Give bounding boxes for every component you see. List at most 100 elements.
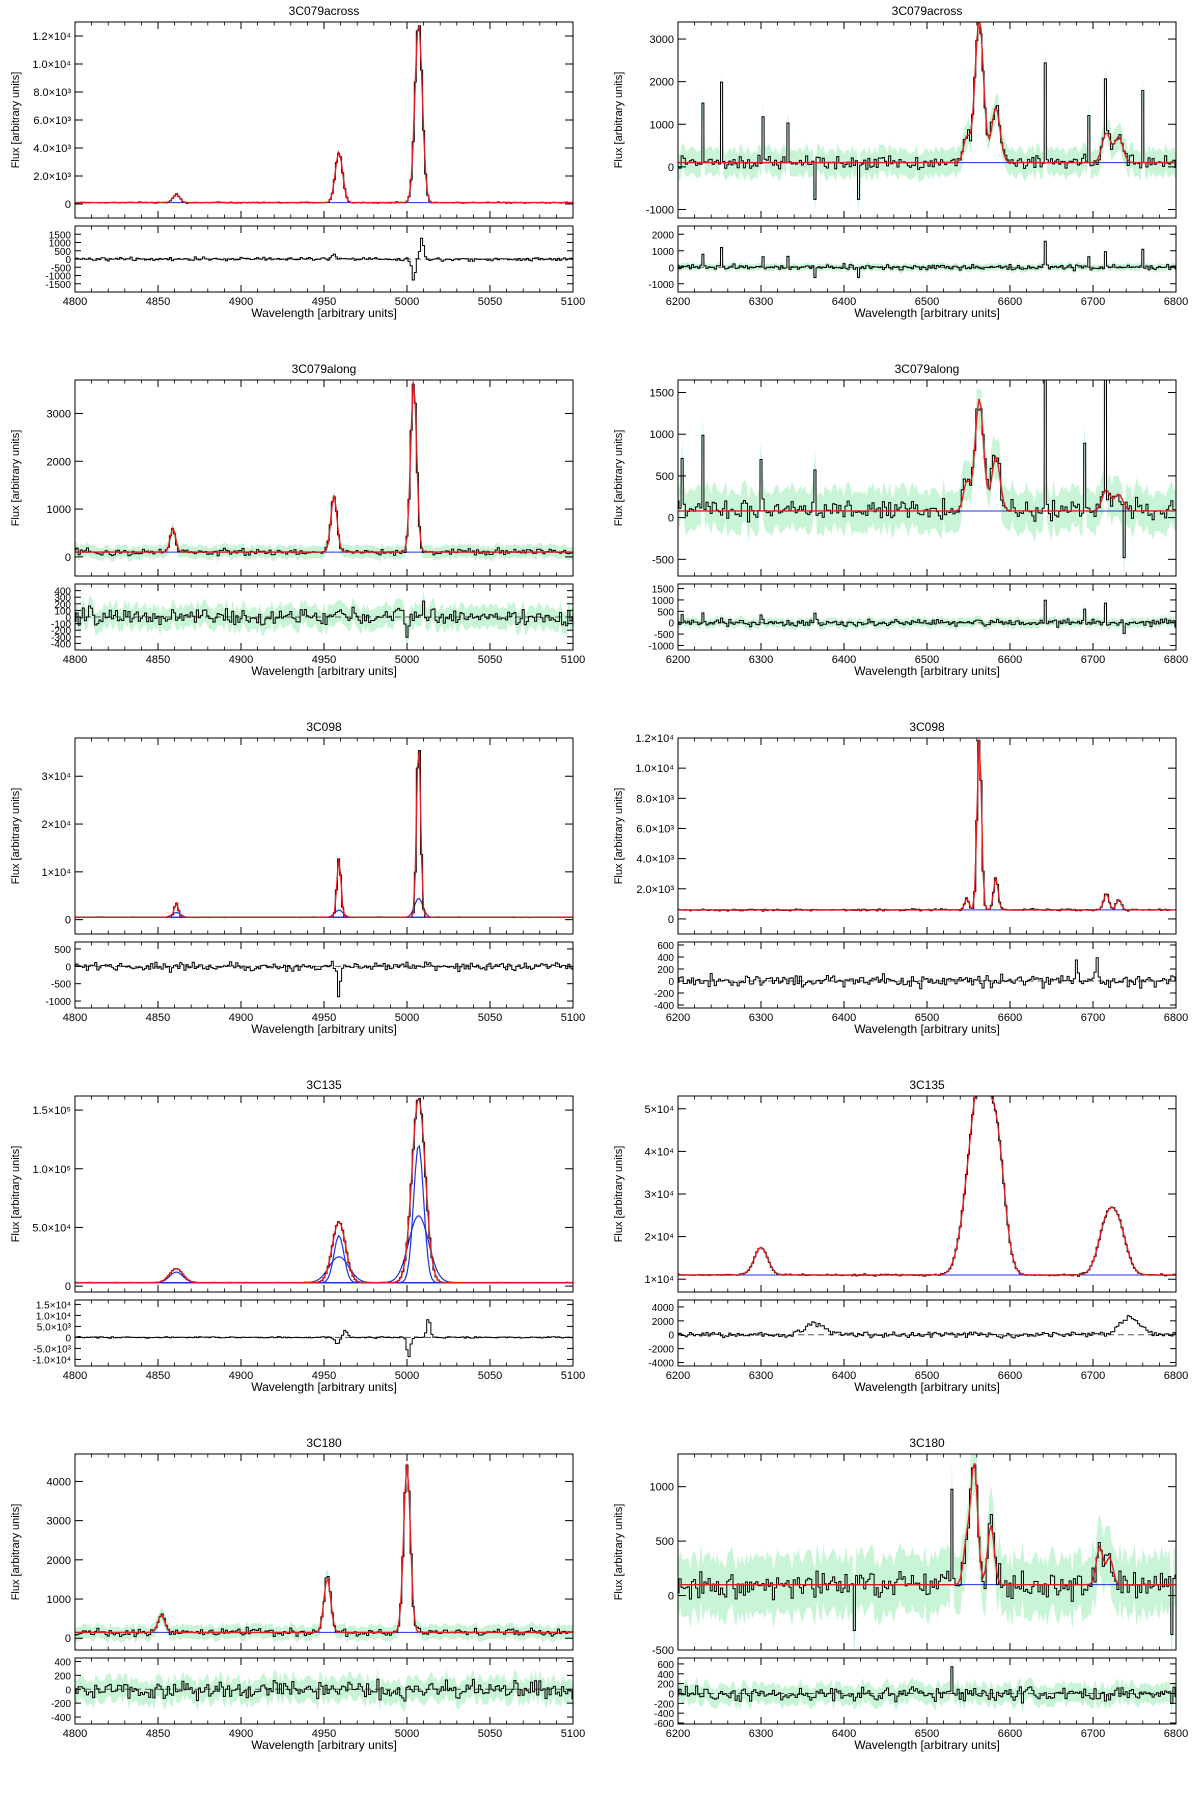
x-tick-label: 6800 xyxy=(1164,654,1188,666)
y-tick-label: 3×10⁴ xyxy=(644,1189,674,1201)
error-band xyxy=(678,1454,1176,1650)
panel-3c079across-blue: 3C079across Flux [arbitrary units] Wavelen… xyxy=(10,4,585,320)
y-axis-label: Flux [arbitrary units] xyxy=(10,430,22,527)
residual-spectrum xyxy=(678,957,1176,990)
y-tick-label: 1000 xyxy=(47,504,71,516)
res-y-tick-label: 2000 xyxy=(652,230,675,241)
x-tick-label: 6200 xyxy=(666,1728,690,1740)
res-y-tick-label: 0 xyxy=(65,613,71,624)
error-band xyxy=(75,380,573,563)
y-tick-label: 1.0×10⁴ xyxy=(32,59,71,71)
fit-component xyxy=(75,911,573,918)
res-y-tick-label: 0 xyxy=(65,962,71,973)
x-tick-label: 6500 xyxy=(915,1012,939,1024)
x-tick-label: 6200 xyxy=(666,1370,690,1382)
x-tick-label: 4800 xyxy=(63,296,87,308)
y-axis-label: Flux [arbitrary units] xyxy=(10,72,22,169)
observed-spectrum xyxy=(678,1464,1176,1635)
x-tick-label: 6300 xyxy=(749,1728,773,1740)
res-y-tick-label: 100 xyxy=(54,606,71,617)
x-tick-label: 4800 xyxy=(63,1370,87,1382)
res-y-tick-label: -500 xyxy=(51,980,71,991)
y-tick-label: 5.0×10⁴ xyxy=(32,1222,71,1234)
spectrum-plot xyxy=(75,1458,573,1644)
y-tick-label: 3×10⁴ xyxy=(41,771,71,783)
x-tick-label: 5100 xyxy=(561,654,585,666)
spectrum-plot xyxy=(678,1096,1176,1277)
x-tick-label: 4900 xyxy=(229,1370,253,1382)
residual-error-band xyxy=(75,1667,573,1713)
y-tick-label: 2000 xyxy=(47,1555,71,1567)
spectrum-plot xyxy=(678,380,1176,576)
y-tick-label: 1.5×10⁵ xyxy=(32,1105,71,1117)
res-y-tick-label: 400 xyxy=(54,587,71,598)
residual-spectrum xyxy=(678,1666,1176,1704)
x-axis-label: Wavelength [arbitrary units] xyxy=(251,306,397,320)
res-y-tick-label: 200 xyxy=(657,1680,674,1691)
res-y-tick-label: 5.0×10³ xyxy=(37,1322,72,1333)
observed-spectrum xyxy=(75,1098,573,1284)
model-fit xyxy=(678,1096,1176,1276)
spectrum-plot xyxy=(75,380,573,563)
x-tick-label: 5050 xyxy=(478,1370,502,1382)
panel-title: 3C135 xyxy=(306,1078,342,1092)
res-y-tick-label: 400 xyxy=(657,1670,674,1681)
x-tick-label: 4800 xyxy=(63,654,87,666)
y-axis-label: Flux [arbitrary units] xyxy=(613,788,625,885)
spectrum-plot xyxy=(678,739,1176,912)
res-y-tick-label: -200 xyxy=(654,1699,674,1710)
y-tick-label: 6.0×10³ xyxy=(33,115,71,127)
y-tick-label: -500 xyxy=(652,1645,674,1657)
panel-title: 3C079across xyxy=(892,4,963,18)
x-tick-label: 6300 xyxy=(749,1012,773,1024)
y-tick-label: 1.2×10⁴ xyxy=(32,31,71,43)
spectrum-plot xyxy=(75,750,573,919)
res-y-tick-label: -1000 xyxy=(648,641,674,652)
res-y-tick-label: 4000 xyxy=(652,1303,675,1314)
res-y-tick-label: 400 xyxy=(54,1657,71,1668)
x-tick-label: 5000 xyxy=(395,1370,419,1382)
x-tick-label: 5100 xyxy=(561,1728,585,1740)
res-y-tick-label: -1500 xyxy=(45,280,71,291)
residual-spectrum xyxy=(75,1678,573,1702)
res-y-tick-label: -200 xyxy=(51,1699,71,1710)
x-axis-label: Wavelength [arbitrary units] xyxy=(854,664,1000,678)
residual-plot xyxy=(75,590,573,649)
res-y-tick-label: -400 xyxy=(51,639,71,650)
res-y-tick-label: 500 xyxy=(657,607,674,618)
y-tick-label: 1.0×10⁴ xyxy=(635,763,674,775)
y-tick-label: 1500 xyxy=(650,388,674,400)
x-axis-label: Wavelength [arbitrary units] xyxy=(854,1738,1000,1752)
x-tick-label: 4900 xyxy=(229,1728,253,1740)
x-tick-label: 6600 xyxy=(998,1728,1022,1740)
res-y-tick-label: 1000 xyxy=(49,239,72,250)
res-y-tick-label: 0 xyxy=(65,1685,71,1696)
main-axes-frame xyxy=(74,1095,574,1293)
x-tick-label: 6800 xyxy=(1164,1012,1188,1024)
residual-spectrum xyxy=(678,599,1176,634)
x-tick-label: 6300 xyxy=(749,1370,773,1382)
error-band xyxy=(75,1458,573,1644)
panel-title: 3C079along xyxy=(895,362,960,376)
residual-plot xyxy=(75,960,573,998)
x-tick-label: 5100 xyxy=(561,1370,585,1382)
res-y-tick-label: 200 xyxy=(657,965,674,976)
y-tick-label: 3000 xyxy=(650,34,674,46)
x-tick-label: 5050 xyxy=(478,1012,502,1024)
y-tick-label: 2.0×10³ xyxy=(636,884,674,896)
y-tick-label: 1000 xyxy=(47,1594,71,1606)
res-y-tick-label: 2000 xyxy=(652,1317,675,1328)
res-y-tick-label: 0 xyxy=(668,977,674,988)
y-axis-label: Flux [arbitrary units] xyxy=(613,1146,625,1243)
x-tick-label: 4850 xyxy=(146,296,170,308)
y-axis-label: Flux [arbitrary units] xyxy=(10,1146,22,1243)
x-tick-label: 4900 xyxy=(229,654,253,666)
res-y-tick-label: -2000 xyxy=(648,1345,674,1356)
x-tick-label: 6800 xyxy=(1164,1728,1188,1740)
residual-axes-frame xyxy=(677,583,1177,651)
panel-title: 3C135 xyxy=(909,1078,945,1092)
spectrum-plot xyxy=(678,1454,1176,1650)
res-y-tick-label: 1.5×10⁴ xyxy=(36,1300,71,1311)
y-tick-label: 6.0×10³ xyxy=(636,823,674,835)
x-axis-label: Wavelength [arbitrary units] xyxy=(251,1022,397,1036)
